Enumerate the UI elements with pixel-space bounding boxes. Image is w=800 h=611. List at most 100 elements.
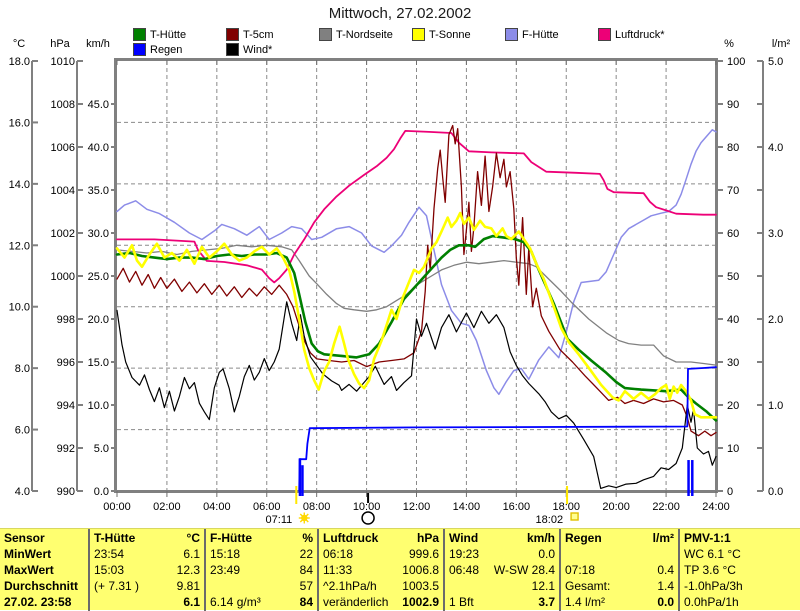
legend-label: T-Nordseite bbox=[336, 28, 393, 41]
axis-label-lm2: 1.0 bbox=[768, 400, 783, 412]
series-t-sonne bbox=[115, 211, 718, 419]
table-column-unit: % bbox=[302, 531, 313, 545]
table-cell-text: 15:18 bbox=[210, 547, 241, 561]
table-cell-text: 19:23 bbox=[449, 547, 480, 561]
axis-label-celsius: 6.0 bbox=[15, 425, 30, 437]
axis-label-lm2: 0.0 bbox=[768, 486, 783, 498]
table-column-regen: Regen l/m² 07:18 0.4 Gesamt: 1.4 1.4 l/m² 0.0 bbox=[559, 529, 678, 611]
moon-circle-icon bbox=[361, 511, 375, 525]
axis-label-hpa: 1004 bbox=[51, 185, 75, 197]
legend-label: Wind* bbox=[243, 43, 273, 56]
x-axis-label: 08:00 bbox=[303, 501, 331, 513]
table-cell-text: -1.0hPa/3h bbox=[684, 579, 743, 593]
x-axis-label: 10:00 bbox=[353, 501, 381, 513]
series-t-h-tte bbox=[115, 234, 718, 422]
table-column-header: T-Hütte bbox=[94, 531, 136, 545]
chart-plot-area[interactable]: 18.016.014.012.010.08.06.04.010101008100… bbox=[0, 0, 800, 527]
legend-color-swatch-icon bbox=[505, 28, 518, 41]
table-cell-value: 0.0 bbox=[538, 547, 555, 561]
table-cell-value: 999.6 bbox=[408, 547, 439, 561]
table-column-unit: km/h bbox=[526, 531, 555, 545]
axis-label-pct: 20 bbox=[727, 400, 739, 412]
legend-item-wind-: Wind* bbox=[226, 43, 272, 56]
legend-color-swatch-icon bbox=[598, 28, 611, 41]
table-cell-value: 1002.9 bbox=[402, 595, 439, 609]
axis-label-celsius: 14.0 bbox=[9, 179, 30, 191]
axis-label-pct: 60 bbox=[727, 228, 739, 240]
sun-below-horizon-icon bbox=[570, 512, 579, 521]
table-cell-text: veränderlich bbox=[323, 595, 389, 609]
legend-color-swatch-icon bbox=[226, 43, 239, 56]
table-cell-text: 11:33 bbox=[323, 563, 353, 577]
legend-label: F-Hütte bbox=[522, 28, 559, 41]
table-cell-value: 1003.5 bbox=[402, 579, 439, 593]
table-cell-text: 6.14 g/m³ bbox=[210, 595, 261, 609]
legend-item-regen: Regen bbox=[133, 43, 182, 56]
legend-color-swatch-icon bbox=[226, 28, 239, 41]
axis-label-pct: 40 bbox=[727, 314, 739, 326]
table-column-header: PMV-1:1 bbox=[684, 531, 731, 545]
table-cell-text: 23:54 bbox=[94, 547, 125, 561]
x-axis-label: 24:00 bbox=[702, 501, 730, 513]
legend-item-t-5cm: T-5cm bbox=[226, 28, 274, 41]
legend-item-t-h-tte: T-Hütte bbox=[133, 28, 186, 41]
table-cell-text: 06:48 bbox=[449, 563, 480, 577]
table-column-f-h-tte: F-Hütte% 15:18 22 23:49 84 57 6.14 g/m³ 84 bbox=[204, 529, 317, 611]
axis-label-celsius: 10.0 bbox=[9, 302, 30, 314]
table-column-t-h-tte: T-Hütte °C 23:54 6.1 15:03 12.3 (+ 7.31 ) 9.81 6… bbox=[88, 529, 204, 611]
table-row-label: 27.02. 23:58 bbox=[4, 595, 72, 609]
x-axis-label: 12:00 bbox=[403, 501, 431, 513]
table-cell-value: 6.1 bbox=[183, 595, 200, 609]
legend-item-f-h-tte: F-Hütte bbox=[505, 28, 559, 41]
table-cell-text: 06:18 bbox=[323, 547, 354, 561]
axis-label-hpa: 990 bbox=[57, 486, 75, 498]
table-cell-value: 84 bbox=[299, 563, 313, 577]
axis-label-pct: 10 bbox=[727, 443, 739, 455]
axis-label-lm2: 3.0 bbox=[768, 228, 783, 240]
axis-label-kmh: 30.0 bbox=[88, 228, 109, 240]
table-column-unit: l/m² bbox=[652, 531, 674, 545]
table-column-unit: °C bbox=[186, 531, 200, 545]
axis-label-pct: 70 bbox=[727, 185, 739, 197]
axis-label-pct: 30 bbox=[727, 357, 739, 369]
series-f-h-tte bbox=[116, 129, 717, 396]
sensor-summary-table: Sensor MinWert MaxWert Durchschnitt 27.02. 2… bbox=[0, 528, 800, 611]
x-axis-label: 04:00 bbox=[203, 501, 231, 513]
table-cell-value: 12.3 bbox=[176, 563, 200, 577]
table-row-label: Sensor bbox=[4, 531, 45, 545]
x-axis-label: 02:00 bbox=[153, 501, 181, 513]
axis-unit-kmh: km/h bbox=[86, 38, 110, 50]
table-cell-text: (+ 7.31 ) bbox=[94, 579, 140, 593]
legend-label: Luftdruck* bbox=[615, 28, 665, 41]
table-cell-value: 6.1 bbox=[183, 547, 200, 561]
legend-color-swatch-icon bbox=[319, 28, 332, 41]
axis-unit-lm2: l/m² bbox=[771, 38, 791, 50]
axis-label-pct: 80 bbox=[727, 142, 739, 154]
legend-label: Regen bbox=[150, 43, 183, 56]
axis-label-hpa: 996 bbox=[57, 357, 75, 369]
x-axis-label: 00:00 bbox=[103, 501, 131, 513]
table-column-header: Luftdruck bbox=[323, 531, 379, 545]
table-cell-value: 84 bbox=[299, 595, 313, 609]
table-cell-value: 0.0 bbox=[657, 595, 674, 609]
table-cell-value: 0.4 bbox=[657, 563, 674, 577]
table-column-header: Wind bbox=[449, 531, 479, 545]
x-axis-label: 18:00 bbox=[552, 501, 580, 513]
axis-label-lm2: 2.0 bbox=[768, 314, 783, 326]
sunset-time: 18:02 bbox=[536, 514, 564, 526]
table-row-label: MinWert bbox=[4, 547, 52, 561]
legend-label: T-Sonne bbox=[429, 28, 471, 41]
table-cell-text: TP 3.6 °C bbox=[684, 563, 736, 577]
x-axis-label: 20:00 bbox=[602, 501, 630, 513]
table-column-header: Regen bbox=[565, 531, 602, 545]
axis-label-kmh: 40.0 bbox=[88, 142, 109, 154]
axis-label-hpa: 1000 bbox=[51, 271, 75, 283]
sun-icon bbox=[298, 512, 310, 524]
axis-label-hpa: 998 bbox=[57, 314, 75, 326]
legend-label: T-Hütte bbox=[150, 28, 187, 41]
table-cell-text: 0.0hPa/1h bbox=[684, 595, 739, 609]
axis-label-kmh: 10.0 bbox=[88, 400, 109, 412]
axis-label-hpa: 1010 bbox=[51, 56, 75, 68]
x-axis-label: 06:00 bbox=[253, 501, 281, 513]
table-cell-text: 23:49 bbox=[210, 563, 241, 577]
